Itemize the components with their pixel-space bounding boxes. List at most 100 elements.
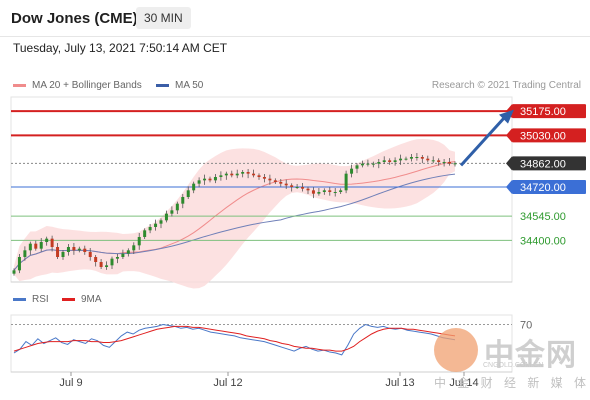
candle-body <box>94 257 98 262</box>
candle-body <box>333 192 337 193</box>
candle-body <box>306 188 310 191</box>
candle-body <box>437 160 441 162</box>
candle-body <box>224 173 228 176</box>
instrument-title: Dow Jones (CME) <box>11 10 138 27</box>
candle-body <box>115 257 119 259</box>
candle-body <box>66 247 70 252</box>
ma20-swatch <box>13 84 26 87</box>
candle-body <box>186 190 190 197</box>
watermark-url: CNGOLD.COM.CN <box>483 362 544 369</box>
legend-9ma: 9MA <box>62 294 102 305</box>
candle-body <box>409 157 413 159</box>
candle-body <box>371 163 375 165</box>
candle-body <box>448 162 452 164</box>
legend-ma20-label: MA 20 + Bollinger Bands <box>32 80 142 91</box>
level-tag-pointer <box>506 156 512 171</box>
rsi-swatch <box>13 298 26 301</box>
candle-body <box>83 248 87 252</box>
candle-body <box>39 242 43 249</box>
watermark-sub: 中 金 财 经 新 媒 体 <box>434 376 590 390</box>
candle-body <box>420 157 424 159</box>
candle-body <box>154 223 158 227</box>
candle-body <box>99 262 103 267</box>
candle-body <box>377 162 381 164</box>
candle-body <box>50 238 54 247</box>
candle-body <box>393 160 397 162</box>
candle-body <box>382 160 386 162</box>
candle-body <box>360 163 364 166</box>
level-label: 34400.00 <box>520 235 566 247</box>
candle-body <box>12 270 16 274</box>
candle-body <box>110 258 114 266</box>
candle-body <box>355 165 359 169</box>
legend-ma20: MA 20 + Bollinger Bands <box>13 80 142 91</box>
candle-body <box>388 160 392 162</box>
ma50-swatch <box>156 84 169 87</box>
candle-body <box>148 227 152 231</box>
candle-body <box>88 252 92 257</box>
target-arrow-head <box>499 109 514 124</box>
candle-body <box>426 158 430 161</box>
candle-body <box>170 210 174 214</box>
candle-body <box>28 243 32 251</box>
candle-body <box>262 177 266 179</box>
candle-body <box>415 157 419 158</box>
candle-body <box>192 183 196 191</box>
candle-body <box>17 257 21 271</box>
candle-body <box>105 265 109 267</box>
candle-body <box>404 158 408 160</box>
watermark-logo <box>434 328 478 372</box>
candle-body <box>164 213 168 221</box>
candle-body <box>317 192 321 194</box>
candle-body <box>246 172 250 174</box>
candle-body <box>241 172 245 174</box>
legend-rsi: RSI <box>13 294 49 305</box>
timestamp: Tuesday, July 13, 2021 7:50:14 AM CET <box>13 41 228 55</box>
x-tick-label: Jul 14 <box>449 377 478 389</box>
level-label: 34720.00 <box>520 182 566 194</box>
level-label: 35030.00 <box>520 130 566 142</box>
legend-ma50: MA 50 <box>156 80 203 91</box>
level-label: 34862.00 <box>520 158 566 170</box>
watermark-name: 中金网 <box>484 339 577 372</box>
candle-body <box>366 163 370 165</box>
level-tag <box>512 104 586 119</box>
candle-body <box>181 197 185 204</box>
candle-body <box>213 177 217 181</box>
candle-body <box>350 168 354 174</box>
candle-body <box>273 180 277 182</box>
candle-body <box>56 247 60 257</box>
x-tick-label: Jul 13 <box>385 377 414 389</box>
ma9-swatch <box>62 298 75 301</box>
candle-body <box>339 190 343 192</box>
candle-body <box>219 175 223 177</box>
rsi-line <box>13 323 456 356</box>
candle-body <box>175 203 179 211</box>
candle-body <box>252 173 256 176</box>
candle-body <box>279 182 283 184</box>
timeframe-badge[interactable]: 30 MIN <box>136 7 191 29</box>
candle-body <box>322 190 326 192</box>
candle-body <box>143 230 147 237</box>
level-tag <box>512 128 586 143</box>
candle-body <box>34 243 38 249</box>
level-tag <box>512 180 586 194</box>
candle-body <box>344 173 348 191</box>
rsi-tick-label: 70 <box>520 320 532 332</box>
candle-body <box>45 238 49 242</box>
candle-body <box>295 187 299 188</box>
candle-body <box>257 175 261 177</box>
candle-body <box>311 190 315 194</box>
candle-body <box>137 237 141 246</box>
x-tick-label: Jul 9 <box>59 377 82 389</box>
candle-body <box>77 248 81 251</box>
candle-body <box>72 247 76 251</box>
legend-ma50-label: MA 50 <box>175 80 204 91</box>
research-credit: Research © 2021 Trading Central <box>431 80 581 91</box>
legend-rsi-label: RSI <box>32 294 49 305</box>
candle-body <box>126 250 130 254</box>
target-arrow <box>459 112 510 167</box>
level-label: 35175.00 <box>520 106 566 118</box>
level-tag-pointer <box>506 180 512 194</box>
